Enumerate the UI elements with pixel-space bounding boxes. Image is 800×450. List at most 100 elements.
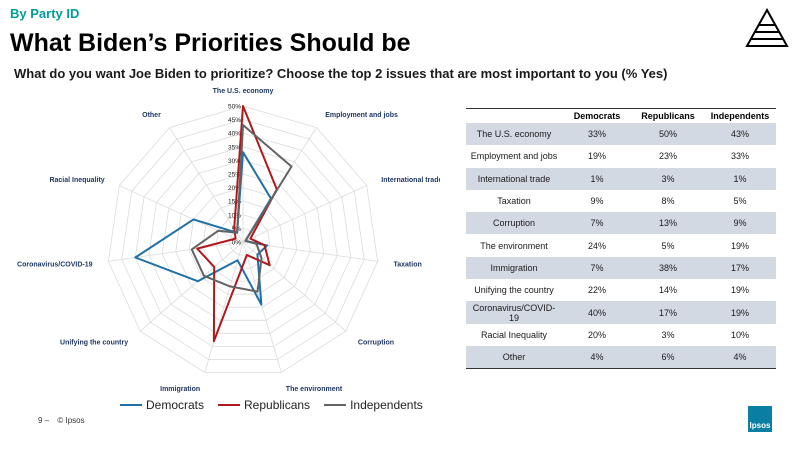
table-cell: 7% xyxy=(562,256,632,280)
table-cell: 50% xyxy=(632,123,704,146)
table-row: The environment 24% 5% 19% xyxy=(466,234,776,256)
radar-category-label: Other xyxy=(142,112,161,119)
table-row-label: The U.S. economy xyxy=(466,123,562,146)
table-cell: 6% xyxy=(632,345,704,370)
radar-series-republicans xyxy=(196,105,278,343)
table-cell: 3% xyxy=(661,329,675,340)
table-cell: 9% xyxy=(704,212,776,235)
table-cell: 19% xyxy=(730,285,749,296)
table-body: The U.S. economy 33% 50% 43% Employment and … xyxy=(466,123,776,370)
radar-spoke xyxy=(119,185,244,243)
legend-item-republicans: Republicans xyxy=(218,398,310,412)
table-cell: 33% xyxy=(730,151,749,162)
radar-tick-label: 30% xyxy=(228,158,241,165)
table-cell: 19% xyxy=(587,151,606,162)
table-row: Employment and jobs 19% 23% 33% xyxy=(466,145,776,167)
radar-tick-label: 40% xyxy=(228,131,241,138)
table-cell: 23% xyxy=(658,151,677,162)
table-row-label: The environment xyxy=(480,240,548,251)
radar-category-label: Corruption xyxy=(358,340,394,347)
table-cell: 13% xyxy=(632,212,704,235)
table-header-cell: Democrats xyxy=(562,108,632,123)
radar-category-label: The U.S. economy xyxy=(213,88,274,95)
table-row-label: Immigration xyxy=(466,256,562,280)
table-row: Immigration 7% 38% 17% xyxy=(466,256,776,280)
radar-series-democrats xyxy=(134,151,272,306)
radar-series-independents xyxy=(190,124,293,293)
table-cell: 33% xyxy=(562,123,632,146)
table-cell: 5% xyxy=(661,240,675,251)
table-cell: 24% xyxy=(587,240,606,251)
chart-legend: Democrats Republicans Independents xyxy=(120,397,423,413)
table-cell: 38% xyxy=(632,256,704,280)
radar-tick-label: 50% xyxy=(228,104,241,111)
footer: 9 – © Ipsos xyxy=(38,416,91,425)
table-cell: 8% xyxy=(661,196,675,207)
table-cell: 17% xyxy=(704,256,776,280)
table-row-label: Coronavirus/COVID-19 xyxy=(466,301,562,324)
pyramid-icon xyxy=(745,8,789,47)
data-table: Democrats Republicans Independents The U… xyxy=(466,108,776,370)
radar-chart: 0%5%10%15%20%25%30%35%40%45%50% The U.S.… xyxy=(17,88,440,393)
table-header-cell: Republicans xyxy=(632,108,704,123)
radar-gridline xyxy=(229,227,257,256)
radar-gridline xyxy=(202,200,284,282)
table-header-cell: Independents xyxy=(704,108,776,123)
table-cell: 1% xyxy=(562,167,632,190)
copyright: © Ipsos xyxy=(57,416,85,425)
page-number: 9 – xyxy=(38,416,50,425)
legend-label-republicans: Republicans xyxy=(244,398,311,412)
radar-tick-label: 25% xyxy=(228,172,241,179)
table-header-row: Democrats Republicans Independents xyxy=(466,108,776,123)
radar-tick-label: 35% xyxy=(228,144,241,151)
radar-tick-label: 45% xyxy=(228,117,241,124)
table-cell: 9% xyxy=(590,196,604,207)
radar-gridline xyxy=(148,146,338,334)
table-cell: 5% xyxy=(733,196,747,207)
radar-category-labels: The U.S. economy Employment and jobs Inter… xyxy=(17,88,440,393)
radar-gridline xyxy=(134,132,352,347)
radar-gridline xyxy=(175,173,311,308)
table-row: Coronavirus/COVID-19 40% 17% 19% xyxy=(466,301,776,324)
legend-label-democrats: Democrats xyxy=(146,398,205,412)
radar-gridline xyxy=(161,159,325,321)
radar-spoke xyxy=(242,185,367,243)
table-row-label: Taxation xyxy=(497,196,531,207)
radar-category-label: Immigration xyxy=(160,386,200,393)
legend-swatch-democrats xyxy=(120,404,142,406)
table-cell: 20% xyxy=(587,329,606,340)
table-row-label: International trade xyxy=(466,167,562,190)
table-cell: 19% xyxy=(704,301,776,324)
table-cell: 10% xyxy=(730,329,749,340)
radar-tick-label: 20% xyxy=(228,185,241,192)
legend-item-democrats: Democrats xyxy=(120,398,204,412)
table-cell: 4% xyxy=(704,345,776,370)
legend-item-independents: Independents xyxy=(324,398,423,412)
table-cell: 19% xyxy=(730,240,749,251)
page-subtitle: What do you want Joe Biden to prioritize… xyxy=(14,66,668,81)
radar-category-label: Unifying the country xyxy=(60,340,128,347)
radar-grid xyxy=(107,105,379,373)
table-row: The U.S. economy 33% 50% 43% xyxy=(466,123,776,146)
table-row: Other 4% 6% 4% xyxy=(466,345,776,370)
table-row: Corruption 7% 13% 9% xyxy=(466,212,776,235)
legend-label-independents: Independents xyxy=(350,398,423,412)
radar-spoke xyxy=(169,127,244,243)
radar-gridline xyxy=(188,187,298,295)
legend-swatch-independents xyxy=(324,404,347,406)
radar-gridline xyxy=(107,105,379,373)
table-cell: 4% xyxy=(562,345,632,370)
table-row-label: Racial Inequality xyxy=(480,329,548,340)
radar-spoke xyxy=(204,241,244,373)
legend-swatch-republicans xyxy=(218,404,241,406)
section-label: By Party ID xyxy=(10,6,80,21)
table-row: International trade 1% 3% 1% xyxy=(466,167,776,190)
table-cell: 43% xyxy=(704,123,776,146)
radar-spoke xyxy=(242,241,282,373)
radar-category-label: Employment and jobs xyxy=(325,112,398,119)
table-cell: 22% xyxy=(587,285,606,296)
radar-category-label: The environment xyxy=(286,386,343,393)
radar-category-label: Taxation xyxy=(394,262,422,269)
table-cell: 1% xyxy=(704,167,776,190)
table-cell: 7% xyxy=(562,212,632,235)
